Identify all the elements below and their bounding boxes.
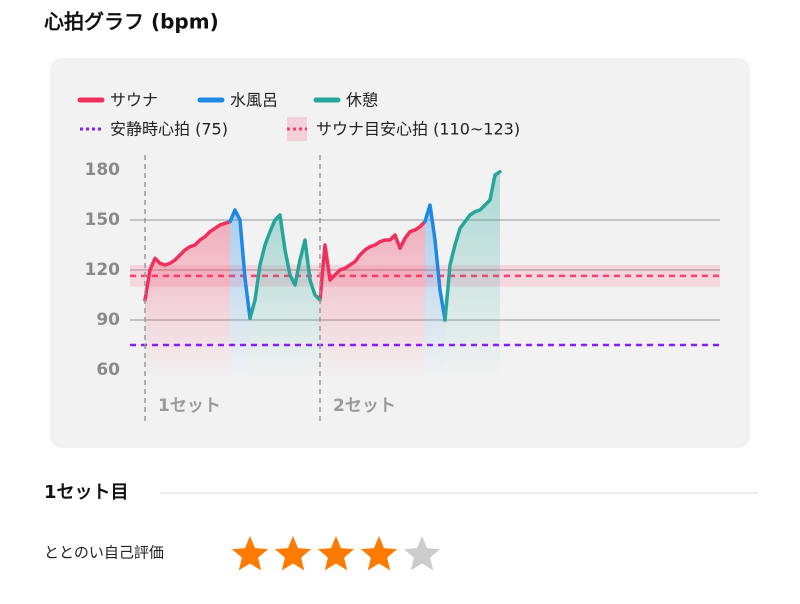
series-line	[143, 219, 232, 302]
legend-label: サウナ	[110, 91, 158, 110]
series-line	[248, 213, 322, 321]
legend-label: 安静時心拍 (75)	[110, 120, 228, 139]
y-tick-label: 120	[85, 260, 121, 280]
y-tick-label: 180	[85, 160, 121, 180]
set-label: 1セット	[158, 396, 221, 416]
rating-star	[360, 536, 398, 571]
rating-star	[317, 536, 355, 571]
rating-star	[274, 536, 312, 571]
series-line	[228, 208, 252, 321]
legend-swatch	[287, 117, 307, 141]
series-area	[320, 221, 425, 380]
y-tick-label: 60	[96, 360, 120, 380]
section-title: 1セット目	[44, 482, 129, 503]
series-area	[445, 171, 500, 380]
series-line	[318, 219, 427, 302]
legend-label: 水風呂	[230, 91, 278, 110]
series-area	[425, 205, 445, 380]
legend-label: 休憩	[346, 91, 378, 110]
rating-star	[231, 536, 269, 571]
rating-star	[403, 536, 441, 571]
legend-label: サウナ目安心拍 (110~123)	[316, 120, 520, 139]
set-label: 2セット	[333, 396, 396, 416]
rating-label: ととのい自己評価	[44, 544, 164, 562]
rating-stars	[231, 536, 441, 571]
y-tick-label: 150	[85, 210, 121, 230]
series-area	[230, 210, 250, 380]
page-title: 心拍グラフ (bpm)	[44, 10, 219, 34]
series-area	[145, 221, 230, 380]
series-line	[423, 203, 447, 322]
y-tick-label: 90	[96, 310, 120, 330]
series-line	[443, 169, 502, 322]
